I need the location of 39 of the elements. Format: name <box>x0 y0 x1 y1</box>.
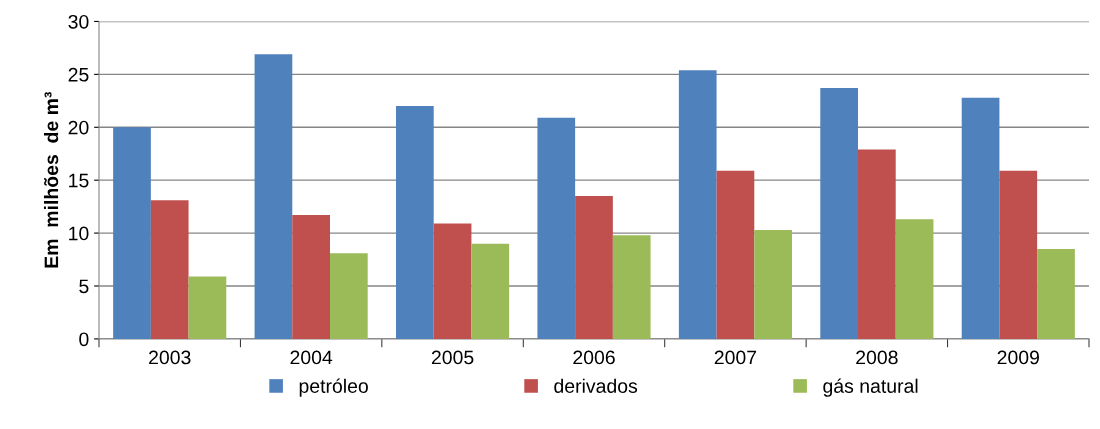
bar <box>292 215 330 339</box>
y-axis-title: Em milhões de m³ <box>43 91 59 268</box>
x-tick-label: 2007 <box>714 350 757 365</box>
x-tick-label: 2009 <box>997 350 1039 365</box>
y-tick-label: 30 <box>68 14 89 29</box>
legend-label: petróleo <box>299 378 368 397</box>
bar <box>678 70 717 339</box>
bar <box>396 106 434 339</box>
x-tick-label: 2004 <box>290 350 333 365</box>
x-tick-label: 2003 <box>149 350 191 365</box>
x-tick-label: 2005 <box>431 350 474 365</box>
bar <box>612 235 651 339</box>
x-tick-label: 2006 <box>573 350 615 365</box>
y-tick-label: 20 <box>68 120 89 135</box>
bar <box>330 253 368 339</box>
legend-label: derivados <box>554 378 638 393</box>
bar <box>188 276 227 339</box>
bar <box>254 54 293 339</box>
bar <box>1037 248 1075 339</box>
legend-label: gás natural <box>823 378 918 397</box>
bar <box>858 149 896 339</box>
bar <box>575 196 613 339</box>
x-tick-label: 2008 <box>856 350 898 365</box>
y-tick-label: 25 <box>68 67 89 82</box>
bar <box>433 223 472 339</box>
bar <box>537 117 576 339</box>
bar <box>471 243 510 339</box>
bar <box>820 88 858 339</box>
y-tick-label: 15 <box>69 173 89 188</box>
y-tick-label: 5 <box>79 279 89 294</box>
bar <box>961 97 1000 339</box>
y-tick-label: 0 <box>79 332 89 347</box>
bar <box>716 170 755 339</box>
bar <box>754 229 792 339</box>
bar <box>113 127 151 339</box>
bar <box>150 200 189 339</box>
bar <box>999 170 1038 339</box>
bar <box>895 219 934 339</box>
y-tick-label: 10 <box>69 226 89 241</box>
